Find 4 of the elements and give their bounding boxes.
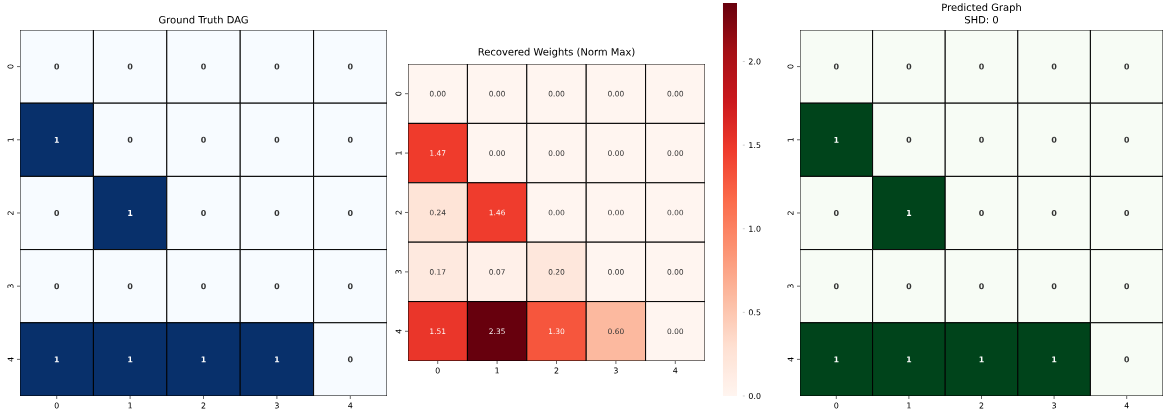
chart-title: Ground Truth DAG (159, 15, 248, 24)
chart-title: Predicted Graph (942, 3, 1021, 14)
chart-subtitle: SHD: 0 (964, 16, 999, 24)
chart-title: Recovered Weights (Norm Max) (478, 47, 635, 58)
